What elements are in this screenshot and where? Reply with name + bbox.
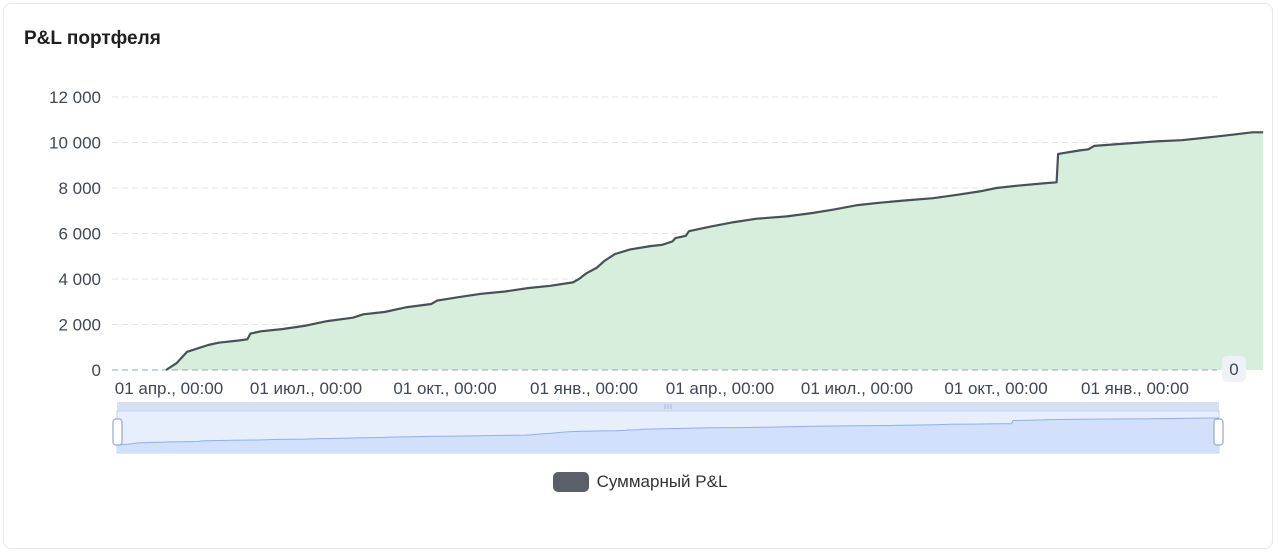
zoom-mini-line [116, 417, 1219, 446]
y-tick-label: 4 000 [58, 270, 101, 289]
zoom-handle-left[interactable] [112, 418, 123, 446]
right-axis-label: 0 [1229, 360, 1238, 379]
y-tick-label: 2 000 [58, 316, 101, 335]
x-tick-label: 01 янв., 00:00 [1081, 379, 1189, 398]
y-tick-label: 12 000 [49, 88, 101, 107]
y-tick-label: 8 000 [58, 179, 101, 198]
legend[interactable]: Суммарный P&L [0, 472, 1280, 492]
x-tick-label: 01 окт., 00:00 [393, 379, 496, 398]
y-tick-label: 10 000 [49, 134, 101, 153]
zoom-mini-area [117, 418, 1219, 453]
x-tick-label: 01 янв., 00:00 [530, 379, 638, 398]
legend-label-total-pnl: Суммарный P&L [596, 472, 728, 491]
y-tick-label: 6 000 [58, 225, 101, 244]
x-tick-label: 01 апр., 00:00 [666, 379, 774, 398]
chart-title: P&L портфеля [24, 28, 161, 49]
x-tick-label: 01 апр., 00:00 [115, 379, 223, 398]
x-tick-label: 01 июл., 00:00 [250, 379, 362, 398]
series-area-total-pnl [166, 132, 1264, 370]
right-axis-label-bg [1222, 356, 1246, 382]
x-tick-label: 01 июл., 00:00 [801, 379, 913, 398]
legend-swatch [552, 472, 589, 492]
y-tick-label: 0 [92, 361, 101, 380]
series-line-total-pnl[interactable] [165, 131, 1264, 371]
x-tick-label: 01 окт., 00:00 [944, 379, 1047, 398]
zoom-handle-right[interactable] [1213, 418, 1224, 446]
